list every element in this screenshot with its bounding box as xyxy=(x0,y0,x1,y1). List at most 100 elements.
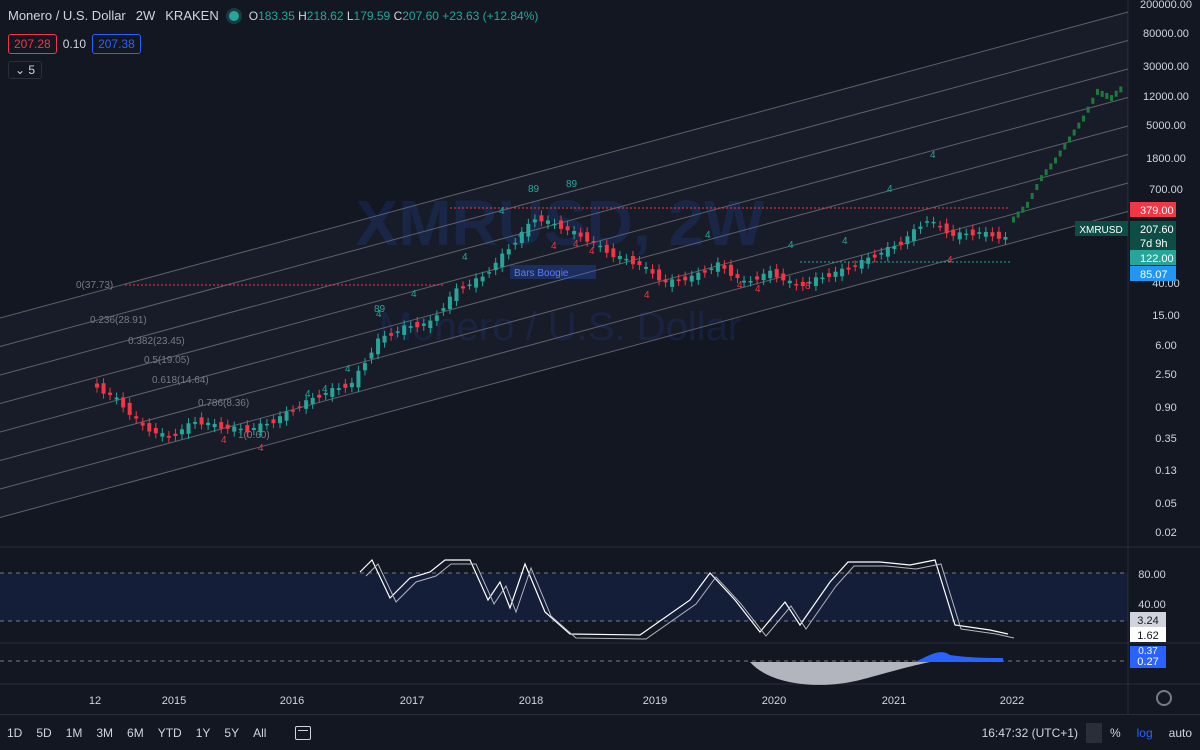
exchange-label: KRAKEN xyxy=(165,8,219,23)
range-5y[interactable]: 5Y xyxy=(224,725,240,740)
candle-body xyxy=(768,270,773,279)
candles xyxy=(95,210,1008,443)
candle-body xyxy=(323,392,328,395)
candle-body xyxy=(598,245,603,248)
candle-body xyxy=(179,429,184,435)
price-label-box xyxy=(1130,266,1176,281)
candle-body xyxy=(199,417,204,425)
range-1y[interactable]: 1Y xyxy=(195,725,211,740)
candle-body xyxy=(545,220,550,224)
projection-candle xyxy=(1054,157,1057,164)
candle-body xyxy=(735,274,740,279)
watermark-name: Monero / U.S. Dollar xyxy=(379,305,741,349)
fib-level-label: 0.618(14.64) xyxy=(152,375,209,386)
range-all[interactable]: All xyxy=(253,725,267,740)
indicators-toggle[interactable]: ⌄ 5 xyxy=(8,61,43,79)
settings-gear-icon[interactable] xyxy=(1156,690,1172,706)
log-toggle[interactable]: log xyxy=(1136,726,1153,740)
candle-body xyxy=(264,423,269,426)
projection-candle xyxy=(1110,95,1113,102)
channel-fill xyxy=(0,12,1128,518)
candle-body xyxy=(755,276,760,280)
candle-body xyxy=(317,394,322,398)
candle-body xyxy=(689,275,694,282)
projection-candle xyxy=(1030,192,1034,199)
candle-body xyxy=(585,232,590,242)
price-tick-label: 0.05 xyxy=(1155,498,1176,510)
td-setup-green-label: 4 xyxy=(376,309,382,320)
range-1d[interactable]: 1D xyxy=(7,725,23,740)
candle-body xyxy=(415,321,420,328)
time-axis: 12 2015 2016 2017 2018 2019 2020 2021 2022 xyxy=(89,695,1024,707)
price-tick-label: 15.00 xyxy=(1152,310,1180,322)
price-label-box xyxy=(1130,202,1176,217)
clock-timezone[interactable]: 16:47:32 (UTC+1) xyxy=(981,726,1078,740)
projection-candle xyxy=(1096,88,1099,95)
td-setup-red-label: 4 xyxy=(947,255,953,266)
projection-candle xyxy=(1068,136,1071,143)
change-value: +23.63 (+12.84%) xyxy=(442,8,539,23)
macd-b-box xyxy=(1130,654,1166,668)
candle-body xyxy=(193,421,198,424)
projection-candle xyxy=(1114,90,1118,97)
range-5d[interactable]: 5D xyxy=(36,725,52,740)
price-label: 207.60 xyxy=(1140,224,1174,236)
buy-button[interactable]: 207.38 xyxy=(92,34,141,54)
price-tick-label: 12000.00 xyxy=(1143,91,1189,103)
candle-body xyxy=(408,326,413,328)
candle-body xyxy=(630,256,635,265)
candle-body xyxy=(572,231,577,235)
td-setup-green-label: 4 xyxy=(705,230,711,241)
projection-candles xyxy=(1012,86,1123,223)
auto-toggle[interactable]: auto xyxy=(1168,726,1192,740)
candle-body xyxy=(212,423,217,428)
range-3m[interactable]: 3M xyxy=(96,725,114,740)
range-6m[interactable]: 6M xyxy=(127,725,144,740)
stoch-d-box xyxy=(1130,627,1166,642)
symbol-name[interactable]: Monero / U.S. Dollar xyxy=(8,8,126,23)
candle-body xyxy=(330,388,335,397)
go-to-date-calendar-icon[interactable] xyxy=(295,725,312,740)
projection-candle xyxy=(1091,97,1095,104)
td-setup-green-label: 4 xyxy=(788,240,794,251)
candle-body xyxy=(428,320,433,329)
candle-body xyxy=(898,241,903,245)
td-setup-red-label: 4 xyxy=(258,443,264,454)
candle-body xyxy=(232,426,237,432)
time-tick-label: 2017 xyxy=(400,695,424,707)
candle-body xyxy=(519,232,524,244)
candle-body xyxy=(160,433,165,437)
sell-button[interactable]: 207.28 xyxy=(8,34,57,54)
range-1m[interactable]: 1M xyxy=(65,725,83,740)
candle-body xyxy=(931,221,936,224)
candle-body xyxy=(349,382,354,388)
price-tick-label: 80000.00 xyxy=(1143,28,1189,40)
candle-body xyxy=(153,427,158,434)
channel-line xyxy=(0,125,1129,433)
candle-body xyxy=(173,433,178,436)
candle-body xyxy=(657,269,662,281)
stochastic-pane: 80.00 40.00 3.24 1.62 xyxy=(0,558,1166,642)
candle-body xyxy=(696,272,701,280)
candle-body xyxy=(552,223,557,226)
candle-body xyxy=(284,411,289,421)
price-tick-label: 0.13 xyxy=(1155,465,1176,477)
projection-candle xyxy=(1086,106,1090,113)
range-ytd[interactable]: YTD xyxy=(157,725,182,740)
td-setup-red-label: 4 xyxy=(737,280,743,291)
candle-body xyxy=(506,249,511,255)
candle-body xyxy=(238,428,243,431)
candle-body xyxy=(957,232,962,240)
candle-body xyxy=(833,271,838,277)
candle-body xyxy=(853,265,858,267)
td-setup-red-label: 4 xyxy=(551,241,557,252)
interval-label[interactable]: 2W xyxy=(135,8,156,23)
candle-body xyxy=(127,402,132,415)
percent-toggle[interactable]: % xyxy=(1109,726,1121,740)
candle-body xyxy=(951,229,956,236)
td-setup-green-label: 89 xyxy=(528,184,540,195)
td-setup-green-label: 89 xyxy=(566,179,578,190)
candle-body xyxy=(624,258,629,261)
candle-body xyxy=(251,428,256,430)
